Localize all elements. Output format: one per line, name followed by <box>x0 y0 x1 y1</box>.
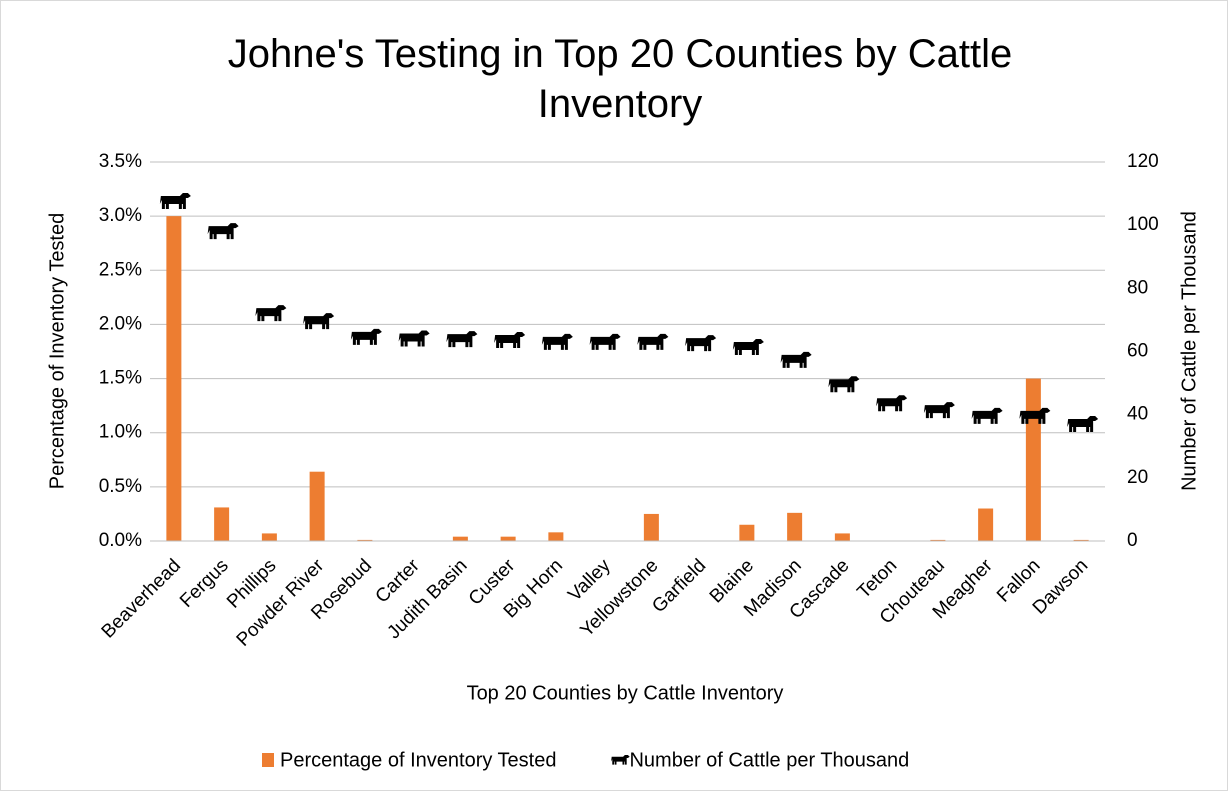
bar <box>1025 378 1041 541</box>
title-line: Inventory <box>538 82 703 126</box>
cow-marker <box>255 305 287 322</box>
legend-label: Percentage of Inventory Tested <box>280 749 556 771</box>
title-line: Johne's Testing in Top 20 Counties by Ca… <box>228 32 1012 76</box>
x-axis-title: Top 20 Counties by Cattle Inventory <box>467 682 784 704</box>
bar <box>834 533 850 541</box>
cow-marker <box>876 395 908 412</box>
cow-marker <box>1019 407 1051 424</box>
y-tick-label: 0.5% <box>99 476 142 497</box>
cow-marker <box>398 330 430 347</box>
cow-marker <box>923 402 955 419</box>
cow-marker <box>637 333 669 350</box>
legend-marker <box>611 755 630 765</box>
bar <box>548 532 564 541</box>
bar <box>214 507 230 541</box>
cow-marker <box>446 331 478 348</box>
legend-label: Number of Cattle per Thousand <box>629 749 909 771</box>
bar <box>261 533 277 541</box>
y2-axis-title: Number of Cattle per Thousand <box>1178 211 1200 491</box>
cow-marker <box>971 407 1003 424</box>
cow-marker <box>303 313 335 330</box>
cow-marker <box>780 351 812 368</box>
cow-marker <box>541 333 573 350</box>
y-tick-label: 3.0% <box>99 205 142 226</box>
y-tick-label: 1.5% <box>99 368 142 389</box>
legend-marker <box>262 753 274 767</box>
y-axis-title: Percentage of Inventory Tested <box>46 213 68 489</box>
bar <box>930 539 946 541</box>
y-tick-label: 1.0% <box>99 422 142 443</box>
cow-marker <box>350 328 382 345</box>
cow-marker <box>732 338 764 355</box>
y2-tick-label: 0 <box>1127 530 1138 551</box>
chart-title: Johne's Testing in Top 20 Counties by Ca… <box>228 32 1012 126</box>
cow-marker <box>685 335 717 352</box>
y2-tick-label: 80 <box>1127 277 1148 298</box>
bar <box>978 508 994 541</box>
bar <box>643 513 659 541</box>
cow-marker <box>589 333 621 350</box>
cow-marker <box>828 376 860 393</box>
bar <box>357 539 373 541</box>
y2-tick-label: 100 <box>1127 214 1159 235</box>
y2-tick-label: 60 <box>1127 341 1148 362</box>
bar <box>500 536 516 541</box>
y2-tick-label: 120 <box>1127 151 1159 172</box>
bar <box>452 536 468 541</box>
y-tick-label: 3.5% <box>99 151 142 172</box>
bar <box>787 512 803 541</box>
cow-marker <box>159 193 191 210</box>
bar <box>1073 539 1089 541</box>
y2-tick-label: 40 <box>1127 404 1148 425</box>
cow-marker <box>1067 416 1099 433</box>
bar <box>739 524 755 541</box>
y2-tick-label: 20 <box>1127 467 1148 488</box>
bar <box>166 216 182 541</box>
y-tick-label: 2.0% <box>99 313 142 334</box>
cow-marker <box>494 332 526 349</box>
y-tick-label: 0.0% <box>99 530 142 551</box>
bar <box>309 471 325 541</box>
cow-marker <box>207 223 239 240</box>
y-tick-label: 2.5% <box>99 259 142 280</box>
